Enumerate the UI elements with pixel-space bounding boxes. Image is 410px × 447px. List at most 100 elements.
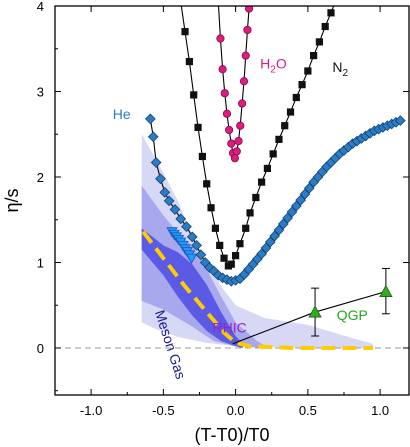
marker bbox=[215, 0, 222, 5]
marker bbox=[232, 147, 241, 156]
marker bbox=[191, 240, 202, 251]
marker bbox=[242, 224, 250, 232]
y-tick-label: 3 bbox=[37, 84, 44, 99]
data-series bbox=[141, 0, 406, 350]
marker bbox=[169, 204, 181, 215]
y-tick-label: 1 bbox=[37, 255, 44, 270]
marker bbox=[258, 178, 266, 186]
marker bbox=[185, 57, 193, 66]
annotation-n2: N2 bbox=[332, 59, 348, 79]
marker bbox=[256, 248, 267, 260]
annotation-qgp: QGP bbox=[337, 307, 368, 323]
marker bbox=[175, 213, 187, 225]
annotation-h2o: H2O bbox=[260, 55, 287, 75]
y-tick-label: 0 bbox=[37, 341, 44, 356]
marker bbox=[195, 249, 207, 261]
y-axis-label: η/s bbox=[2, 188, 22, 212]
marker bbox=[260, 242, 272, 254]
marker bbox=[147, 131, 159, 143]
marker bbox=[303, 182, 315, 194]
marker bbox=[241, 51, 250, 60]
y-tick-label: 4 bbox=[37, 0, 44, 14]
marker bbox=[295, 194, 306, 206]
marker bbox=[216, 241, 224, 249]
marker bbox=[234, 136, 243, 146]
series-rhic bbox=[141, 230, 373, 350]
marker bbox=[244, 6, 254, 13]
marker bbox=[163, 195, 175, 207]
marker bbox=[204, 262, 215, 273]
marker bbox=[292, 93, 300, 102]
marker bbox=[216, 34, 225, 43]
series-n2 bbox=[180, 0, 338, 270]
marker bbox=[327, 9, 335, 17]
x-tick-label: 0.5 bbox=[299, 403, 317, 418]
series-qgp bbox=[232, 267, 393, 345]
marker bbox=[181, 28, 189, 36]
annotation-rhic: RHIC bbox=[212, 320, 246, 336]
marker bbox=[155, 173, 166, 185]
annotation-he: He bbox=[113, 106, 131, 122]
meson-mid-band bbox=[141, 185, 265, 348]
marker bbox=[286, 108, 295, 116]
marker bbox=[281, 122, 289, 130]
marker bbox=[181, 221, 192, 232]
marker bbox=[185, 253, 198, 265]
x-tick-label: -1.0 bbox=[80, 403, 102, 418]
marker bbox=[290, 200, 302, 212]
marker bbox=[218, 65, 227, 74]
marker bbox=[220, 89, 229, 98]
x-axis-label: (T-T0)/T0 bbox=[195, 425, 270, 445]
marker bbox=[243, 25, 252, 35]
marker bbox=[236, 240, 244, 248]
marker bbox=[198, 152, 206, 161]
marker bbox=[186, 231, 198, 243]
marker bbox=[252, 193, 260, 202]
marker bbox=[144, 113, 156, 125]
marker bbox=[277, 218, 289, 230]
marker bbox=[286, 206, 298, 218]
marker bbox=[298, 81, 306, 89]
marker bbox=[269, 230, 280, 242]
marker bbox=[211, 224, 219, 232]
marker bbox=[332, 0, 338, 5]
marker bbox=[275, 135, 283, 143]
marker bbox=[273, 224, 285, 236]
marker bbox=[264, 236, 276, 248]
marker bbox=[299, 188, 311, 200]
marker bbox=[236, 121, 245, 130]
series-h2o bbox=[215, 0, 254, 163]
plot-frame bbox=[54, 5, 410, 396]
marker bbox=[263, 164, 272, 173]
marker bbox=[246, 209, 254, 217]
marker bbox=[203, 180, 211, 188]
meson-inner-band bbox=[141, 228, 243, 348]
marker bbox=[159, 187, 171, 198]
marker bbox=[150, 157, 162, 168]
marker bbox=[269, 150, 277, 158]
marker bbox=[310, 51, 318, 60]
series-line-n2 bbox=[180, 6, 335, 267]
marker bbox=[394, 115, 406, 126]
series-meson-gas bbox=[166, 227, 198, 265]
series-line-rhic bbox=[141, 230, 373, 350]
marker bbox=[308, 305, 322, 318]
x-tick-label: -0.5 bbox=[152, 403, 174, 418]
y-tick-label: 2 bbox=[37, 170, 44, 185]
x-tick-label: 1.0 bbox=[371, 403, 389, 418]
marker bbox=[207, 204, 215, 212]
marker bbox=[220, 254, 228, 262]
marker bbox=[194, 123, 202, 132]
marker bbox=[227, 139, 236, 148]
marker bbox=[282, 212, 293, 224]
marker bbox=[238, 99, 247, 108]
marker bbox=[190, 91, 198, 99]
marker bbox=[227, 260, 235, 268]
marker bbox=[321, 22, 329, 31]
marker bbox=[222, 109, 232, 118]
axes: -1.0 -0.5 0.0 0.5 1.0 0 1 2 3 4 bbox=[37, 0, 409, 418]
marker bbox=[225, 125, 234, 135]
marker bbox=[232, 252, 240, 260]
marker bbox=[230, 154, 239, 163]
